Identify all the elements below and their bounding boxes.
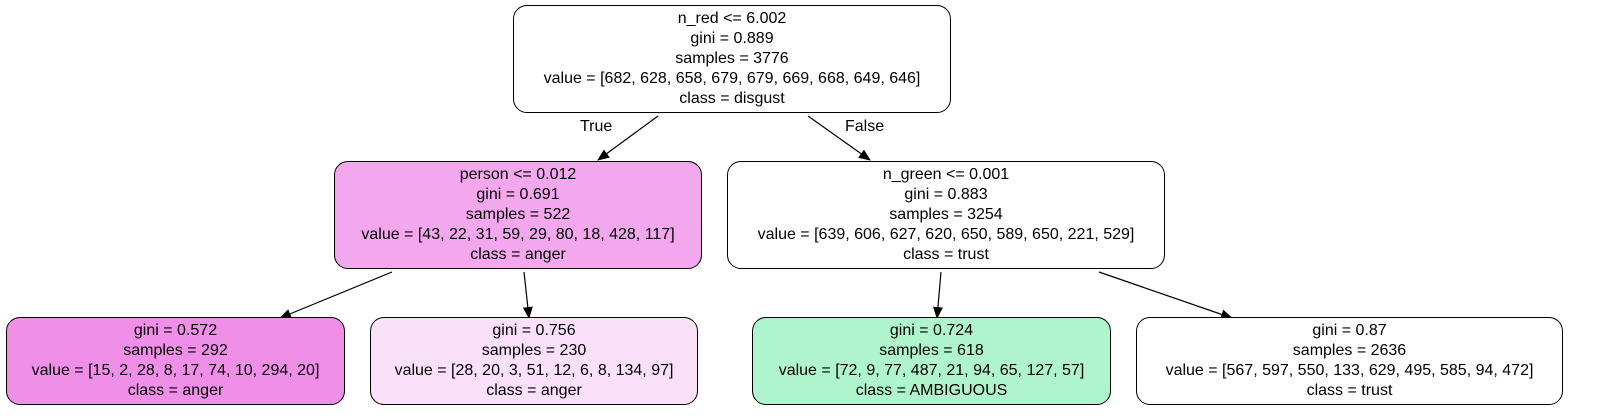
node-gini: gini = 0.883 — [904, 186, 988, 203]
tree-node-left: person <= 0.012 gini = 0.691 samples = 5… — [334, 161, 702, 269]
node-value: value = [567, 597, 550, 133, 629, 495, 5… — [1165, 362, 1534, 379]
node-class: class = trust — [903, 246, 989, 263]
edge-n1-n3 — [279, 271, 393, 319]
node-gini: gini = 0.87 — [1312, 322, 1387, 339]
tree-leaf-1: gini = 0.572 samples = 292 value = [15, … — [6, 317, 345, 405]
node-value: value = [72, 9, 77, 487, 21, 94, 65, 127… — [778, 362, 1085, 379]
node-value: value = [682, 628, 658, 679, 679, 669, 6… — [543, 70, 921, 87]
node-value: value = [15, 2, 28, 8, 17, 74, 10, 294, … — [31, 362, 320, 379]
node-samples: samples = 292 — [123, 342, 228, 359]
node-value: value = [639, 606, 627, 620, 650, 589, 6… — [757, 226, 1135, 243]
tree-leaf-3: gini = 0.724 samples = 618 value = [72, … — [752, 317, 1111, 405]
edge-n0-n1 — [597, 115, 659, 161]
tree-node-root: n_red <= 6.002 gini = 0.889 samples = 37… — [513, 5, 951, 113]
edge-n1-n4 — [522, 271, 533, 319]
node-split: n_red <= 6.002 — [677, 10, 787, 27]
tree-node-right: n_green <= 0.001 gini = 0.883 samples = … — [727, 161, 1165, 269]
node-class: class = disgust — [679, 90, 785, 107]
tree-leaf-4: gini = 0.87 samples = 2636 value = [567,… — [1136, 317, 1563, 405]
node-samples: samples = 618 — [879, 342, 984, 359]
node-class: class = anger — [470, 246, 566, 263]
node-gini: gini = 0.572 — [133, 322, 218, 339]
tree-leaf-2: gini = 0.756 samples = 230 value = [28, … — [370, 317, 698, 405]
edge-n2-n6 — [1098, 271, 1233, 320]
node-gini: gini = 0.889 — [690, 30, 774, 47]
node-gini: gini = 0.724 — [889, 322, 974, 339]
edge-n0-n2 — [807, 115, 871, 161]
node-samples: samples = 522 — [465, 206, 571, 223]
node-gini: gini = 0.691 — [476, 186, 560, 203]
node-class: class = anger — [127, 382, 224, 399]
node-class: class = trust — [1306, 382, 1393, 399]
node-samples: samples = 3254 — [889, 206, 1003, 223]
edge-label-true: True — [580, 118, 613, 135]
node-split: n_green <= 0.001 — [882, 166, 1010, 183]
node-class: class = anger — [486, 382, 582, 399]
node-class: class = AMBIGUOUS — [855, 382, 1008, 399]
node-samples: samples = 230 — [481, 342, 587, 359]
node-value: value = [28, 20, 3, 51, 12, 6, 8, 134, 9… — [394, 362, 674, 379]
node-value: value = [43, 22, 31, 59, 29, 80, 18, 428… — [361, 226, 675, 243]
node-gini: gini = 0.756 — [492, 322, 576, 339]
edge-n2-n5 — [932, 271, 943, 319]
node-samples: samples = 3776 — [675, 50, 789, 67]
node-split: person <= 0.012 — [459, 166, 577, 183]
edge-label-false: False — [845, 118, 885, 135]
node-samples: samples = 2636 — [1292, 342, 1407, 359]
